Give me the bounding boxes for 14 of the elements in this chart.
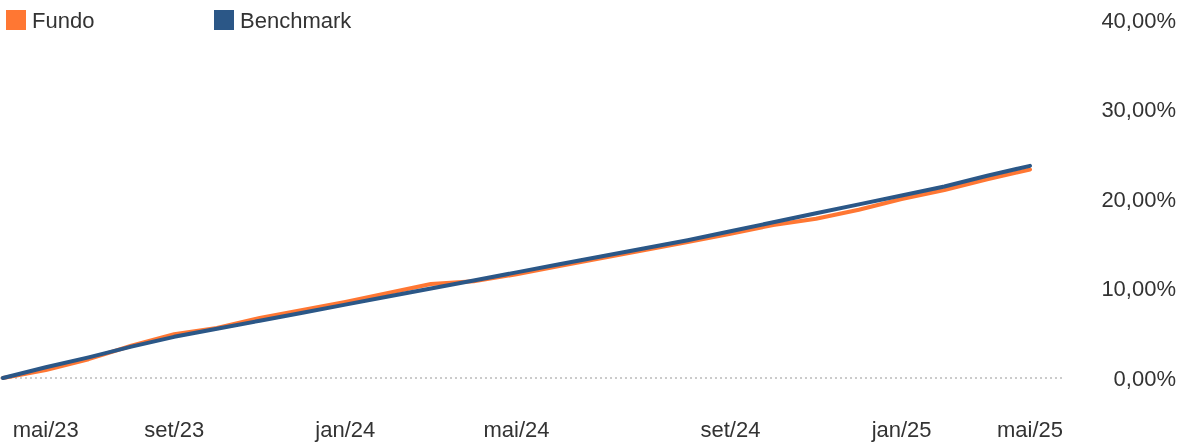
x-tick-label: set/23 xyxy=(144,417,205,442)
legend-label: Benchmark xyxy=(240,8,353,33)
x-tick-label: mai/23 xyxy=(12,417,79,442)
legend-label: Fundo xyxy=(32,8,95,33)
y-tick-label: 30,00% xyxy=(1101,97,1176,123)
x-tick-label: jan/24 xyxy=(314,417,376,442)
x-tick-label: mai/24 xyxy=(483,417,550,442)
y-tick-label: 40,00% xyxy=(1101,7,1176,33)
x-tick-label: mai/25 xyxy=(996,417,1064,442)
y-tick-label: 0,00% xyxy=(1113,365,1176,391)
y-tick-label: 10,00% xyxy=(1101,276,1176,302)
x-tick-label: set/24 xyxy=(700,417,761,442)
y-tick-label: 20,00% xyxy=(1101,186,1176,212)
x-tick-label: jan/25 xyxy=(870,417,932,442)
